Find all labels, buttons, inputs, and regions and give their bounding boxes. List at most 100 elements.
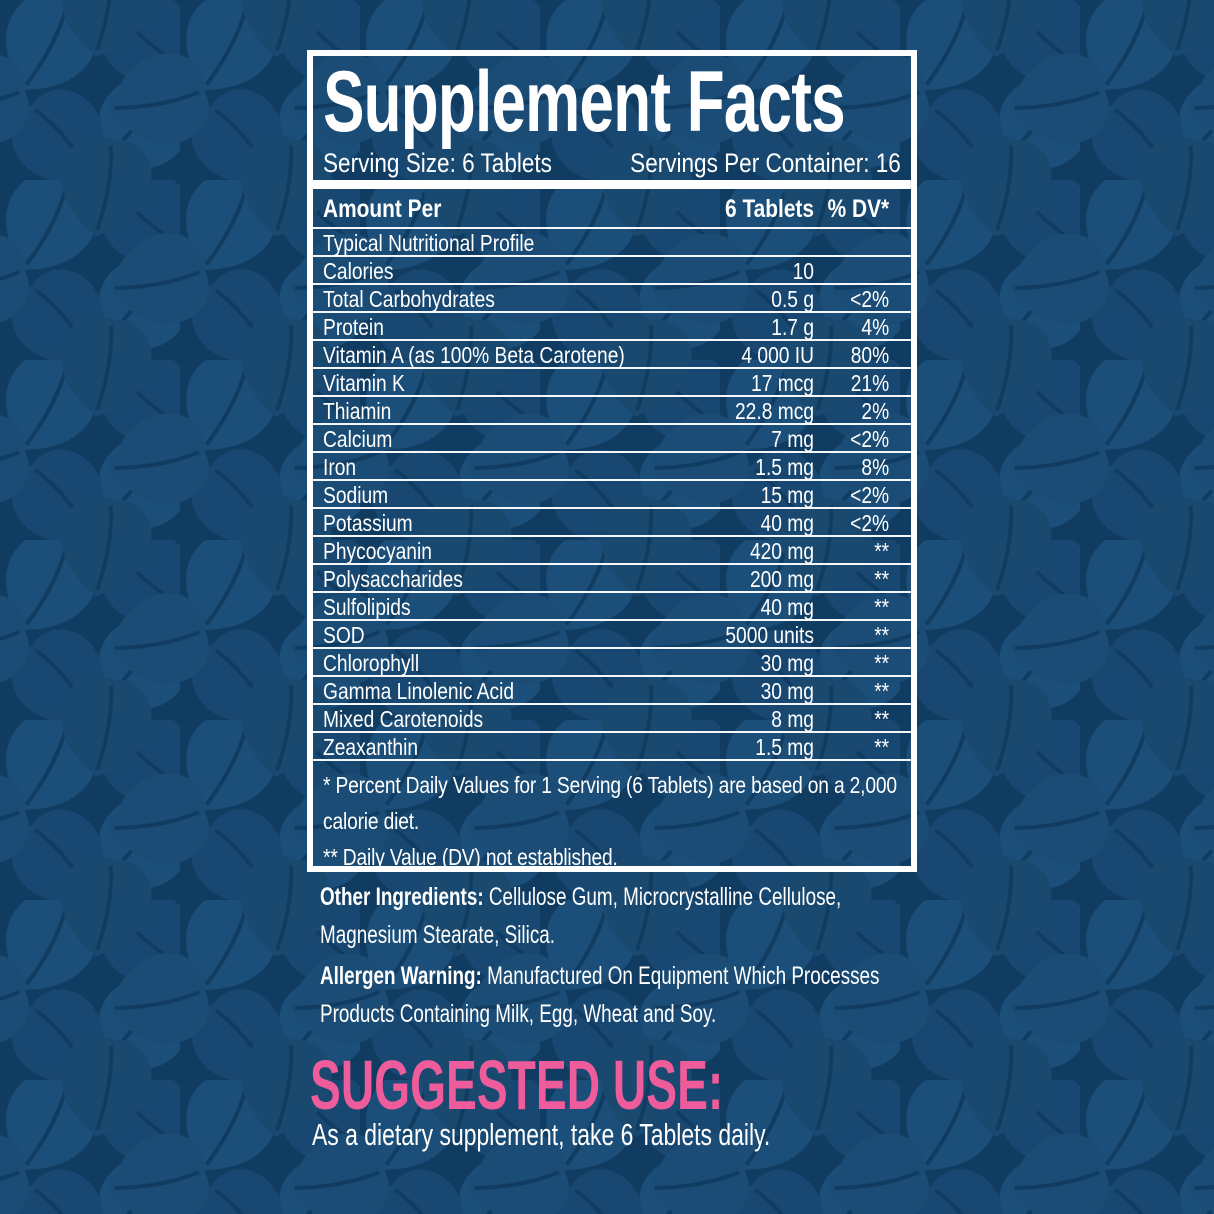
nutrient-amount: 4 000 IU [741, 342, 814, 368]
nutrient-name: Polysaccharides [323, 566, 463, 592]
serving-size-label: Serving Size: 6 Tablets [323, 148, 552, 178]
nutrient-amount: 200 mg [749, 566, 814, 592]
nutrient-name: Vitamin K [323, 370, 405, 396]
allergen-warning-text: Manufactured On Equipment Which Processe… [320, 962, 880, 1028]
nutrient-daily-value: <2% [850, 286, 890, 312]
nutrient-amount: 0.5 g [771, 286, 814, 312]
nutrient-daily-value: 4% [861, 314, 890, 340]
nutrient-daily-value: <2% [850, 426, 890, 452]
column-per-serving: 6 Tablets [725, 195, 814, 223]
footnotes: * Percent Daily Values for 1 Serving (6 … [313, 767, 911, 870]
nutrient-row: Chlorophyll 30 mg ** [313, 649, 911, 677]
nutrient-amount: 1.5 mg [755, 734, 814, 760]
allergen-warning-label: Allergen Warning: [320, 962, 482, 990]
nutrient-daily-value: <2% [850, 482, 890, 508]
nutrient-daily-value: 80% [850, 342, 890, 368]
nutrient-amount: 10 [792, 258, 814, 284]
nutrient-row: Zeaxanthin 1.5 mg ** [313, 733, 911, 761]
nutrient-name: Zeaxanthin [323, 734, 419, 760]
nutrient-amount: 15 mg [760, 482, 814, 508]
nutrient-amount: 30 mg [760, 678, 814, 704]
other-ingredients: Other Ingredients: Cellulose Gum, Microc… [320, 878, 924, 954]
nutrient-name: Gamma Linolenic Acid [323, 678, 515, 704]
nutrient-amount: 1.7 g [771, 314, 814, 340]
nutrient-daily-value: ** [874, 538, 890, 564]
nutrient-name: Protein [323, 314, 384, 340]
serving-row: Serving Size: 6 Tablets Servings Per Con… [313, 148, 911, 178]
ingredients-and-allergen-block: Other Ingredients: Cellulose Gum, Microc… [320, 878, 924, 1036]
nutrient-row: Iron 1.5 mg 8% [313, 453, 911, 481]
section-header-label: Typical Nutritional Profile [323, 230, 535, 256]
nutrient-row: Vitamin A (as 100% Beta Carotene) 4 000 … [313, 341, 911, 369]
nutrient-amount: 40 mg [760, 510, 814, 536]
nutrient-name: Thiamin [323, 398, 392, 424]
panel-body: Serving Size: 6 Tablets Servings Per Con… [313, 148, 911, 870]
nutrient-daily-value: 8% [861, 454, 890, 480]
allergen-warning: Allergen Warning: Manufactured On Equipm… [320, 957, 924, 1033]
nutrient-daily-value: <2% [850, 510, 890, 536]
nutrient-row: Phycocyanin 420 mg ** [313, 537, 911, 565]
nutrient-row: Calcium 7 mg <2% [313, 425, 911, 453]
nutrient-name: Sodium [323, 482, 389, 508]
nutrient-row: Sodium 15 mg <2% [313, 481, 911, 509]
footnote-dv-not-established: ** Daily Value (DV) not established. [323, 844, 618, 870]
nutrient-row: Sulfolipids 40 mg ** [313, 593, 911, 621]
nutrient-amount: 8 mg [771, 706, 814, 732]
nutrient-amount: 5000 units [725, 622, 814, 648]
nutrient-amount: 40 mg [760, 594, 814, 620]
nutrients-list: Calories 10 Total Carbohydrates 0.5 g <2… [313, 257, 911, 761]
nutrient-name: Calories [323, 258, 394, 284]
nutrient-name: SOD [323, 622, 365, 648]
nutrient-daily-value: 2% [861, 398, 890, 424]
nutrient-row: Total Carbohydrates 0.5 g <2% [313, 285, 911, 313]
panel-title: Supplement Facts [323, 54, 846, 150]
nutrient-row: Calories 10 [313, 257, 911, 285]
nutrient-daily-value: ** [874, 566, 890, 592]
nutrient-row: Protein 1.7 g 4% [313, 313, 911, 341]
nutrient-daily-value: 21% [850, 370, 890, 396]
other-ingredients-label: Other Ingredients: [320, 883, 484, 911]
nutrient-row: Potassium 40 mg <2% [313, 509, 911, 537]
nutrient-row: SOD 5000 units ** [313, 621, 911, 649]
nutrient-daily-value: ** [874, 678, 890, 704]
nutrient-row: Mixed Carotenoids 8 mg ** [313, 705, 911, 733]
thick-divider-bar [313, 180, 911, 189]
suggested-use-text: As a dietary supplement, take 6 Tablets … [312, 1117, 771, 1152]
nutrient-row: Thiamin 22.8 mcg 2% [313, 397, 911, 425]
nutrient-daily-value: ** [874, 734, 890, 760]
nutrient-row: Vitamin K 17 mcg 21% [313, 369, 911, 397]
nutrient-name: Total Carbohydrates [323, 286, 495, 312]
nutrient-amount: 22.8 mcg [735, 398, 814, 424]
nutrient-amount: 420 mg [749, 538, 814, 564]
column-amount-per: Amount Per [323, 195, 442, 223]
other-ingredients-text: Cellulose Gum, Microcrystalline Cellulos… [320, 883, 842, 949]
nutrient-name: Calcium [323, 426, 393, 452]
nutrient-name: Chlorophyll [323, 650, 420, 676]
supplement-facts-panel: Supplement Facts Serving Size: 6 Tablets… [307, 50, 917, 872]
footnote-percent-daily-values: * Percent Daily Values for 1 Serving (6 … [323, 772, 897, 834]
nutrient-name: Sulfolipids [323, 594, 411, 620]
nutrient-amount: 30 mg [760, 650, 814, 676]
nutrient-daily-value: ** [874, 622, 890, 648]
nutrient-daily-value: ** [874, 650, 890, 676]
nutrient-daily-value: ** [874, 594, 890, 620]
column-daily-value: % DV* [827, 195, 890, 223]
nutrient-name: Vitamin A (as 100% Beta Carotene) [323, 342, 625, 368]
nutrient-amount: 7 mg [771, 426, 814, 452]
section-header-row: Typical Nutritional Profile [313, 229, 911, 257]
nutrient-row: Polysaccharides 200 mg ** [313, 565, 911, 593]
nutrient-name: Phycocyanin [323, 538, 432, 564]
nutrient-daily-value: ** [874, 706, 890, 732]
table-header-row: Amount Per 6 Tablets % DV* [313, 193, 911, 229]
nutrient-name: Iron [323, 454, 357, 480]
nutrient-daily-value [814, 259, 901, 283]
nutrient-name: Mixed Carotenoids [323, 706, 484, 732]
suggested-use-heading: SUGGESTED USE: [310, 1046, 724, 1124]
nutrient-row: Gamma Linolenic Acid 30 mg ** [313, 677, 911, 705]
nutrient-name: Potassium [323, 510, 413, 536]
servings-per-container-label: Servings Per Container: 16 [630, 148, 901, 178]
nutrient-amount: 1.5 mg [755, 454, 814, 480]
nutrient-amount: 17 mcg [751, 370, 814, 396]
